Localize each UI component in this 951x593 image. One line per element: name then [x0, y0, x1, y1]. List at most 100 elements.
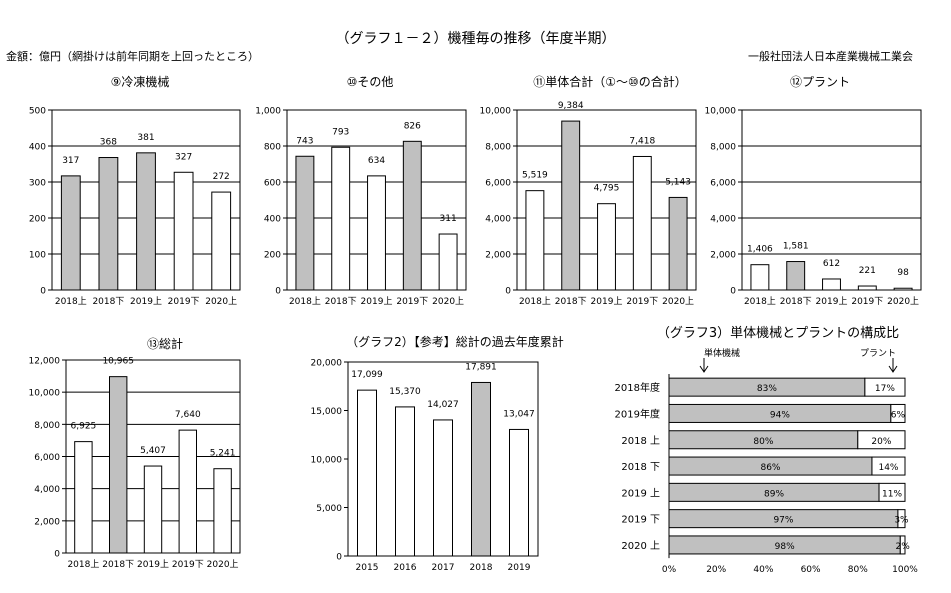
y-tick-label-refrigeration: 0 — [40, 287, 46, 297]
x-tick-label-unit-total-5: 2020上 — [662, 296, 694, 307]
bar-grand-total-2 — [109, 376, 128, 554]
x-tick-label-other-3: 2019上 — [361, 296, 393, 307]
y-tick-label-plant: 10,000 — [705, 107, 737, 117]
x-tick-label-plant-5: 2020上 — [887, 296, 919, 307]
bar-other-3 — [367, 175, 386, 291]
data-label-plant-4: 221 — [859, 266, 876, 276]
bar-plant-3 — [857, 430, 906, 450]
y-tick-label-other: 200 — [264, 251, 281, 261]
label-unit-1: 83% — [757, 384, 777, 394]
x-tick-label-other-2: 2018下 — [325, 297, 357, 307]
bar-plant-2 — [786, 261, 806, 291]
x-tick-label-grand-total-3: 2019上 — [137, 559, 169, 570]
x-tick-label-grand-total-1: 2018上 — [67, 559, 99, 570]
data-label-other-5: 311 — [440, 214, 457, 224]
x-tick-label-plant-3: 2019上 — [816, 296, 848, 307]
chart-title-unit-total: ⑪単体合計（①～⑩の合計） — [533, 74, 687, 89]
y-tick-label-grand-total: 10,000 — [29, 389, 61, 399]
x-tick-label-composition: 40% — [753, 565, 773, 575]
data-label-unit-total-5: 5,143 — [665, 177, 691, 187]
data-label-past-years-2: 15,370 — [389, 387, 421, 397]
data-label-plant-2: 1,581 — [783, 242, 809, 252]
x-tick-label-past-years-4: 2018 — [470, 563, 493, 573]
label-unit-5: 89% — [764, 489, 784, 499]
data-label-plant-1: 1,406 — [747, 245, 773, 255]
bar-refrigeration-2 — [98, 157, 119, 291]
bar-past-years-2 — [395, 406, 415, 557]
y-tick-label-past-years: 5,000 — [316, 504, 342, 514]
chart-title-past-years: （グラフ2）【参考】総計の過去年度累計 — [346, 334, 564, 349]
page-title: （グラフ１－２）機種毎の推移（年度半期） — [335, 31, 616, 47]
chart-title-composition: （グラフ3）単体機械とプラントの構成比 — [657, 325, 899, 341]
label-plant-1: 17% — [875, 384, 895, 394]
x-tick-label-refrigeration-2: 2018下 — [92, 297, 124, 307]
chart-title-other: ⑩その他 — [347, 75, 394, 89]
category-label-1: 2018年度 — [615, 381, 660, 394]
data-label-past-years-3: 14,027 — [427, 400, 459, 410]
data-label-unit-total-3: 4,795 — [594, 184, 620, 194]
category-label-6: 2019 下 — [621, 515, 660, 526]
data-label-past-years-4: 17,891 — [465, 362, 497, 372]
x-tick-label-grand-total-5: 2020上 — [207, 559, 239, 570]
y-tick-label-plant: 4,000 — [710, 215, 736, 225]
x-tick-label-other-5: 2020上 — [432, 296, 464, 307]
bar-unit-total-3 — [597, 203, 616, 291]
x-tick-label-other-4: 2019下 — [396, 297, 428, 307]
y-tick-label-past-years: 0 — [336, 553, 342, 563]
data-label-unit-total-4: 7,418 — [629, 136, 655, 146]
annotation-plant: プラント — [860, 348, 896, 359]
data-label-refrigeration-1: 317 — [62, 156, 79, 166]
y-tick-label-other: 800 — [264, 143, 281, 153]
label-plant-4: 14% — [878, 463, 898, 473]
label-plant-6: 3% — [894, 516, 909, 526]
label-plant-2: 6% — [891, 410, 906, 420]
x-tick-label-unit-total-4: 2019下 — [626, 297, 658, 307]
bar-refrigeration-4 — [173, 171, 194, 291]
y-tick-label-grand-total: 12,000 — [29, 357, 61, 367]
y-tick-label-refrigeration: 100 — [29, 251, 46, 261]
data-label-unit-total-2: 9,384 — [558, 101, 584, 111]
bar-unit-total-4 — [632, 155, 652, 291]
bar-grand-total-5 — [213, 468, 232, 554]
bar-refrigeration-5 — [211, 191, 232, 291]
label-plant-7: 2% — [895, 542, 910, 552]
y-tick-label-grand-total: 2,000 — [34, 517, 60, 527]
bar-plant-2 — [890, 403, 906, 423]
y-tick-label-unit-total: 2,000 — [485, 251, 511, 261]
data-label-grand-total-3: 5,407 — [140, 446, 166, 456]
data-label-refrigeration-5: 272 — [213, 172, 230, 182]
x-tick-label-unit-total-2: 2018下 — [555, 297, 587, 307]
x-tick-label-refrigeration-3: 2019上 — [130, 296, 162, 307]
unit-note: 金額：億円（網掛けは前年同期を上回ったところ） — [6, 50, 259, 63]
data-label-plant-3: 612 — [823, 259, 840, 269]
label-unit-6: 97% — [773, 516, 793, 526]
bar-past-years-1 — [357, 389, 377, 557]
annotation-unit-machines: 単体機械 — [704, 347, 740, 359]
bar-grand-total-3 — [143, 465, 163, 554]
bar-other-4 — [402, 140, 422, 291]
data-label-grand-total-5: 5,241 — [210, 449, 236, 459]
bar-past-years-4 — [471, 381, 491, 557]
bar-plant-7 — [899, 535, 906, 555]
x-tick-label-composition: 80% — [848, 565, 868, 575]
label-unit-4: 86% — [760, 463, 780, 473]
x-tick-label-unit-total-3: 2019上 — [591, 296, 623, 307]
y-tick-label-past-years: 15,000 — [311, 407, 343, 417]
category-label-3: 2018 上 — [621, 435, 660, 447]
data-label-past-years-1: 17,099 — [351, 370, 383, 380]
label-unit-7: 98% — [775, 542, 795, 552]
x-tick-label-composition: 60% — [801, 565, 821, 575]
y-tick-label-grand-total: 0 — [54, 550, 60, 560]
bar-refrigeration-1 — [60, 175, 81, 291]
y-tick-label-unit-total: 6,000 — [485, 179, 511, 189]
bar-plant-4 — [857, 285, 877, 291]
bar-unit-total-5 — [668, 196, 688, 291]
x-tick-label-refrigeration-5: 2020上 — [205, 296, 237, 307]
data-label-grand-total-4: 7,640 — [175, 410, 201, 420]
chart-title-plant: ⑫プラント — [790, 75, 850, 89]
y-tick-label-refrigeration: 200 — [29, 215, 46, 225]
data-label-refrigeration-4: 327 — [175, 152, 192, 162]
category-label-4: 2018 下 — [621, 462, 660, 473]
y-tick-label-other: 0 — [275, 287, 281, 297]
bar-grand-total-1 — [74, 441, 93, 554]
